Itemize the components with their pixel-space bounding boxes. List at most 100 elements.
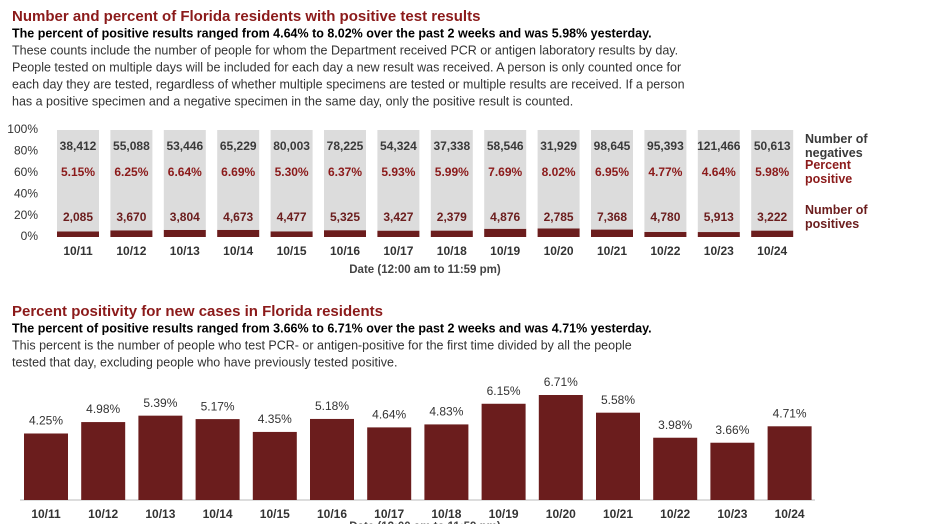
legend-label: Number of positives bbox=[805, 203, 868, 231]
chart-title: Percent positivity for new cases in Flor… bbox=[12, 303, 383, 320]
bar-segment bbox=[484, 130, 527, 229]
bar-segment bbox=[110, 130, 153, 231]
y-tick-label: 100% bbox=[7, 122, 38, 136]
value-label: 5.58% bbox=[601, 393, 635, 407]
bar-segment bbox=[644, 231, 687, 237]
description-line: People tested on multiple days will be i… bbox=[12, 60, 681, 74]
bar bbox=[481, 403, 526, 500]
value-label: 4.35% bbox=[258, 412, 292, 426]
value-label: 4.71% bbox=[773, 406, 807, 420]
value-label: 31,929 bbox=[540, 139, 577, 153]
x-tick-label: 10/15 bbox=[277, 244, 307, 258]
x-tick-label: 10/12 bbox=[116, 244, 146, 258]
bar-segment bbox=[377, 230, 420, 237]
bar bbox=[538, 395, 583, 500]
value-label: 6.37% bbox=[328, 165, 362, 179]
x-tick-label: 10/17 bbox=[374, 507, 404, 521]
y-tick-label: 80% bbox=[14, 144, 38, 158]
x-tick-label: 10/14 bbox=[223, 244, 253, 258]
value-label: 5.17% bbox=[201, 399, 235, 413]
bar-segment bbox=[591, 229, 633, 237]
x-tick-label: 10/12 bbox=[88, 507, 118, 521]
bar bbox=[424, 424, 469, 500]
x-tick-label: 10/20 bbox=[546, 507, 576, 521]
description-line: This percent is the number of people who… bbox=[12, 338, 632, 352]
bar-segment bbox=[697, 232, 740, 237]
value-label: 5.93% bbox=[381, 165, 415, 179]
x-tick-label: 10/24 bbox=[775, 507, 805, 521]
value-label: 80,003 bbox=[273, 139, 310, 153]
bar bbox=[195, 419, 240, 500]
y-tick-label: 0% bbox=[21, 229, 39, 243]
bar bbox=[252, 431, 297, 500]
bar bbox=[24, 433, 68, 500]
bar-segment bbox=[163, 229, 206, 237]
value-label: 95,393 bbox=[647, 139, 684, 153]
value-label: 8.02% bbox=[542, 165, 576, 179]
x-tick-label: 10/14 bbox=[203, 507, 233, 521]
value-label: 4.98% bbox=[86, 402, 120, 416]
x-tick-label: 10/20 bbox=[544, 244, 574, 258]
value-label: 5,325 bbox=[330, 210, 360, 224]
x-tick-label: 10/15 bbox=[260, 507, 290, 521]
value-label: 54,324 bbox=[380, 139, 417, 153]
bar-segment bbox=[324, 130, 366, 231]
value-label: 6.15% bbox=[487, 384, 521, 398]
value-label: 3,222 bbox=[757, 210, 787, 224]
x-tick-label: 10/16 bbox=[317, 507, 347, 521]
value-label: 3,427 bbox=[383, 210, 413, 224]
description-line: each day they are tested, regardless of … bbox=[12, 77, 685, 91]
value-label: 53,446 bbox=[166, 139, 203, 153]
value-label: 4,876 bbox=[490, 210, 520, 224]
x-tick-label: 10/21 bbox=[603, 507, 633, 521]
value-label: 5.99% bbox=[435, 165, 469, 179]
x-tick-label: 10/22 bbox=[650, 244, 680, 258]
x-tick-label: 10/11 bbox=[31, 507, 61, 521]
bar-segment bbox=[537, 130, 580, 229]
value-label: 4.25% bbox=[29, 414, 63, 428]
value-label: 121,466 bbox=[697, 139, 741, 153]
bar-segment bbox=[537, 228, 580, 237]
bar-segment bbox=[270, 130, 313, 232]
description-line: tested that day, excluding people who ha… bbox=[12, 355, 397, 369]
value-label: 65,229 bbox=[220, 139, 257, 153]
y-tick-label: 40% bbox=[14, 186, 38, 200]
x-tick-label: 10/19 bbox=[490, 244, 520, 258]
chart-title: Number and percent of Florida residents … bbox=[12, 8, 480, 25]
value-label: 3,670 bbox=[116, 210, 146, 224]
x-tick-label: 10/21 bbox=[597, 244, 627, 258]
value-label: 5.15% bbox=[61, 165, 95, 179]
bar-segment bbox=[430, 130, 473, 231]
description-line: has a positive specimen and a negative s… bbox=[12, 94, 573, 108]
bar bbox=[653, 437, 698, 500]
value-label: 6.71% bbox=[544, 375, 578, 389]
bar-segment bbox=[217, 229, 260, 237]
bar-segment bbox=[324, 230, 366, 237]
value-label: 6.64% bbox=[168, 165, 202, 179]
value-label: 4.77% bbox=[648, 165, 682, 179]
bar bbox=[367, 427, 412, 500]
value-label: 37,338 bbox=[433, 139, 470, 153]
x-tick-label: 10/23 bbox=[704, 244, 734, 258]
bar bbox=[81, 422, 126, 500]
chart-subtitle: The percent of positive results ranged f… bbox=[12, 321, 652, 335]
y-tick-label: 60% bbox=[14, 165, 38, 179]
x-tick-label: 10/17 bbox=[383, 244, 413, 258]
bar-segment bbox=[377, 130, 420, 231]
bar-segment bbox=[697, 130, 740, 233]
value-label: 50,613 bbox=[754, 139, 791, 153]
x-tick-label: 10/24 bbox=[757, 244, 787, 258]
y-tick-label: 20% bbox=[14, 208, 38, 222]
value-label: 7.69% bbox=[488, 165, 522, 179]
value-label: 2,785 bbox=[544, 210, 574, 224]
bar-segment bbox=[57, 130, 99, 232]
bar-segment bbox=[430, 230, 473, 237]
x-tick-label: 10/22 bbox=[660, 507, 690, 521]
x-tick-label: 10/13 bbox=[145, 507, 175, 521]
value-label: 4.64% bbox=[372, 408, 406, 422]
value-label: 55,088 bbox=[113, 139, 150, 153]
bar-segment bbox=[591, 130, 633, 230]
bar bbox=[138, 415, 183, 500]
bar-segment bbox=[484, 228, 527, 237]
value-label: 38,412 bbox=[60, 139, 97, 153]
